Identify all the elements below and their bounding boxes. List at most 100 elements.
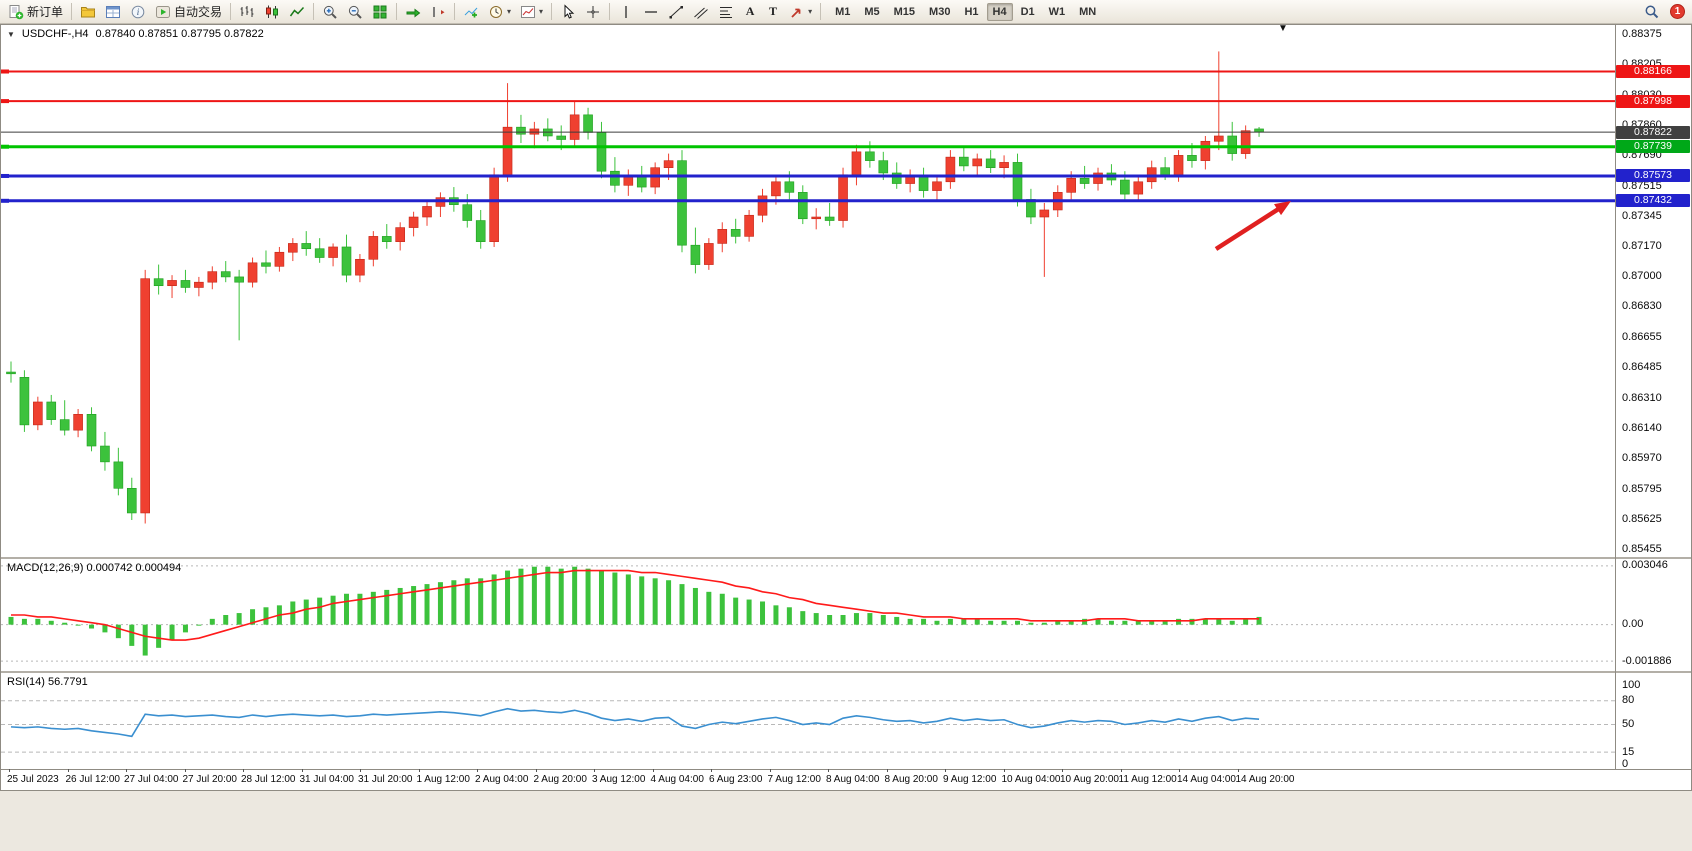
zoom-in-button[interactable] [318,1,342,22]
macd-histogram-bar [102,624,108,633]
macd-histogram-bar [827,615,833,625]
new-order-button[interactable]: 新订单 [4,1,67,22]
candle-body [86,414,97,447]
market-watch-button[interactable] [101,1,125,22]
macd-histogram-bar [397,587,403,625]
notification-badge[interactable]: 1 [1670,4,1685,19]
panel-separator[interactable] [1,557,1691,559]
macd-histogram-bar [491,574,497,625]
search-button[interactable] [1640,1,1664,22]
rsi-indicator-label: RSI(14) 56.7791 [7,676,88,688]
vertical-line-tool-button[interactable] [614,1,638,22]
macd-histogram-bar [733,597,739,625]
timeframe-button-m5[interactable]: M5 [858,3,885,21]
macd-histogram-bar [1135,620,1141,625]
macd-histogram-bar [531,566,537,625]
candle-body [153,278,164,287]
auto-trading-label: 自动交易 [174,5,223,19]
panel-separator[interactable] [1,671,1691,673]
templates-button[interactable]: ▾ [516,1,547,22]
timeframe-button-d1[interactable]: D1 [1015,3,1041,21]
price-axis-label: 0.87170 [1622,240,1662,253]
macd-histogram-bar [988,620,994,625]
rsi-axis-label: 80 [1622,694,1635,707]
bar-chart-button[interactable] [235,1,259,22]
candle-body [918,176,929,191]
chart-menu-icon[interactable]: ▼ [7,29,15,39]
periods-button[interactable]: ▾ [484,1,515,22]
channel-tool-button[interactable] [689,1,713,22]
timeframe-button-h4[interactable]: H4 [986,2,1013,21]
price-axis-label: 0.88205 [1622,58,1662,71]
time-axis-label: 8 Aug 20:00 [884,774,938,785]
chart-shift-icon [433,6,445,17]
macd-histogram-bar [934,620,940,625]
label-tool-button[interactable]: T [762,1,784,22]
line-chart-button[interactable] [285,1,309,22]
price-axis-label: 0.86830 [1622,300,1662,313]
price-axis-label: 0.86310 [1622,391,1662,404]
macd-histogram-bar [1202,618,1208,625]
price-badge-0.87432: 0.87432 [1616,194,1690,208]
price-axis-label: 0.87000 [1622,270,1662,283]
clock-icon [490,5,503,18]
rsi-axis-label: 100 [1622,678,1641,691]
price-chart[interactable] [1,25,1615,557]
horizontal-line-tool-button[interactable] [639,1,663,22]
candle-body [730,229,741,237]
arrow-annotation[interactable] [1214,203,1286,251]
time-axis-label: 25 Jul 2023 [7,774,59,785]
profiles-button[interactable] [76,1,100,22]
time-axis-tick [301,769,303,772]
timeframe-button-w1[interactable]: W1 [1043,3,1072,21]
dropdown-caret-icon: ▾ [808,6,813,16]
candle-body [395,227,405,242]
macd-histogram-bar [303,599,309,625]
auto-scroll-button[interactable] [401,1,425,22]
auto-trading-button[interactable]: 自动交易 [151,1,226,22]
candle-body [1173,155,1184,176]
trendline-tool-button[interactable] [664,1,688,22]
chart-shift-marker[interactable]: ▼ [1278,23,1288,34]
zoom-out-button[interactable] [343,1,367,22]
timeframe-button-m1[interactable]: M1 [829,3,856,21]
tile-windows-button[interactable] [368,1,392,22]
candle-body [59,419,70,431]
time-axis-label: 11 Aug 12:00 [1118,774,1177,785]
candle-body [489,174,499,242]
timeframe-button-mn[interactable]: MN [1073,3,1102,21]
macd-histogram-bar [317,597,323,625]
arrow-annotation-head [1274,201,1291,216]
cursor-button[interactable] [556,1,580,22]
crosshair-button[interactable] [581,1,605,22]
candle-body [704,243,714,265]
price-badge-0.87822: 0.87822 [1616,125,1690,139]
fibonacci-tool-button[interactable] [714,1,738,22]
macd-histogram-bar [156,624,162,648]
timeframe-button-m15[interactable]: M15 [888,3,921,21]
chart-shift-button[interactable] [426,1,450,22]
indicators-icon [464,7,478,17]
arrows-tool-button[interactable]: ▾ [785,1,816,22]
candlestick-chart-button[interactable] [260,1,284,22]
time-axis[interactable]: 25 Jul 2023 26 Jul 12:00 27 Jul 04:00 27 Ju… [1,769,1691,790]
timeframe-button-h1[interactable]: H1 [958,3,984,21]
new-order-icon [9,4,24,19]
rsi-pane[interactable] [1,673,1615,769]
data-window-button[interactable]: i [126,1,150,22]
text-tool-button[interactable]: A [739,1,761,22]
macd-histogram-bar [370,591,376,625]
macd-histogram-bar [947,618,953,625]
price-axis-label: 0.86485 [1622,361,1662,374]
candle-body [1079,177,1090,184]
candle-body [207,271,218,283]
indicators-button[interactable] [459,1,483,22]
timeframe-button-m30[interactable]: M30 [923,3,956,21]
time-axis-tick [886,769,888,772]
macd-histogram-bar [1256,616,1262,625]
macd-histogram-bar [344,593,349,625]
macd-histogram-bar [424,584,430,625]
auto-scroll-icon [406,7,421,18]
macd-pane[interactable] [1,559,1615,671]
macd-histogram-bar [357,593,363,625]
